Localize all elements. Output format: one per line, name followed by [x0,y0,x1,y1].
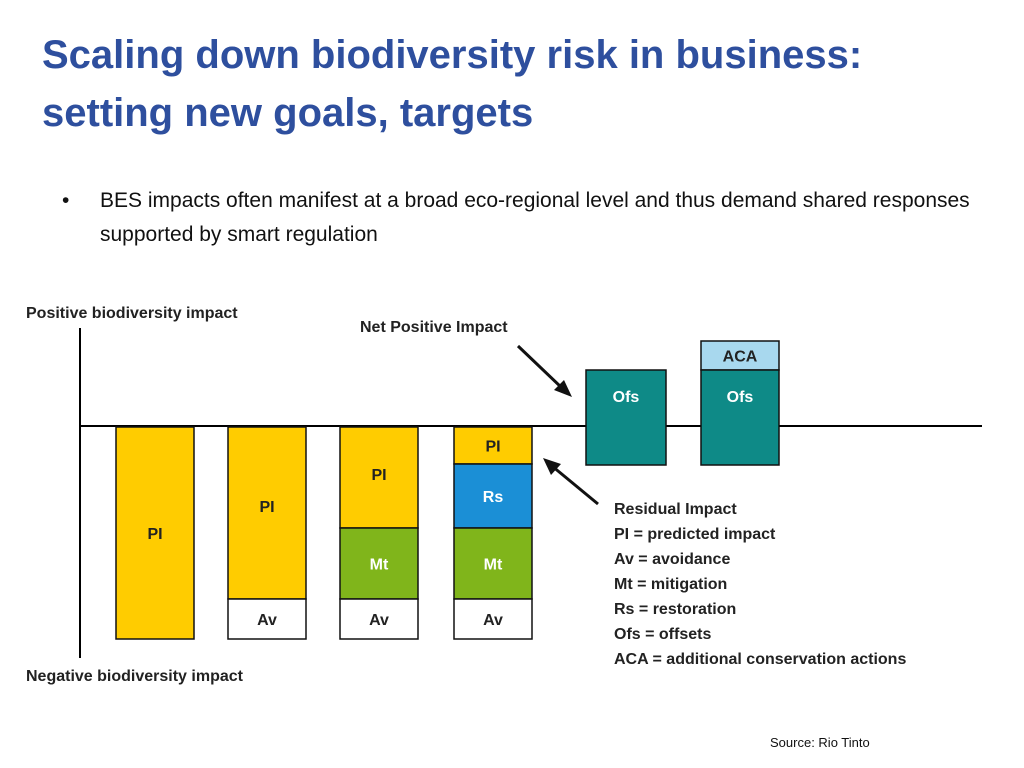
slide-title: Scaling down biodiversity risk in busine… [42,26,1002,142]
segment-av [227,598,307,640]
legend: Residual Impact PI = predicted impact Av… [614,501,906,668]
legend-item: ACA = additional conservation actions [614,651,906,668]
bullet-dot: • [62,189,70,212]
residual-impact-arrow [543,458,599,506]
segment-rs [453,463,533,529]
segment-label-ofs: Ofs [727,389,754,406]
segment-pi [339,426,419,529]
segment-label-av: Av [257,612,277,629]
segment-ofs [700,369,780,466]
segment-label-pi: PI [371,467,386,484]
segment-av [339,598,419,640]
legend-item: Mt = mitigation [614,576,727,593]
title-line-1: Scaling down biodiversity risk in busine… [42,33,863,77]
segment-label-av: Av [369,612,389,629]
segment-av [453,598,533,640]
axis-top-label: Positive biodiversity impact [26,305,238,322]
segment-label-aca: ACA [723,349,758,366]
diagram-svg: Positive biodiversity impact Negative bi… [26,305,982,685]
net-positive-label: Net Positive Impact [360,319,508,336]
segment-pi [227,426,307,600]
title-line-2: setting new goals, targets [42,91,534,135]
legend-item: Av = avoidance [614,551,730,568]
segment-label-ofs: Ofs [613,389,640,406]
legend-item: Rs = restoration [614,601,736,618]
segment-label-rs: Rs [483,489,504,506]
legend-title: Residual Impact [614,501,737,518]
segment-label-pi: PI [485,439,500,456]
segment-label-pi: PI [147,526,162,543]
segment-ofs [585,369,667,466]
segment-label-pi: PI [259,499,274,516]
segment-label-av: Av [483,612,503,629]
segment-label-mt: Mt [370,557,389,574]
source-note: Source: Rio Tinto [770,735,870,750]
impact-diagram: Positive biodiversity impact Negative bi… [0,290,1024,715]
bullet-text: BES impacts often manifest at a broad ec… [100,189,970,246]
segment-mt [339,527,419,600]
net-positive-arrow [516,344,572,397]
legend-item: Ofs = offsets [614,626,711,643]
impact-columns: PI PI Av PI Mt Av PI Rs Mt Av Ofs ACA Ofs [115,340,780,640]
segment-pi [453,426,533,465]
segment-pi [115,426,195,640]
legend-item: PI = predicted impact [614,526,776,543]
segment-label-mt: Mt [484,557,503,574]
axis-bottom-label: Negative biodiversity impact [26,668,244,685]
